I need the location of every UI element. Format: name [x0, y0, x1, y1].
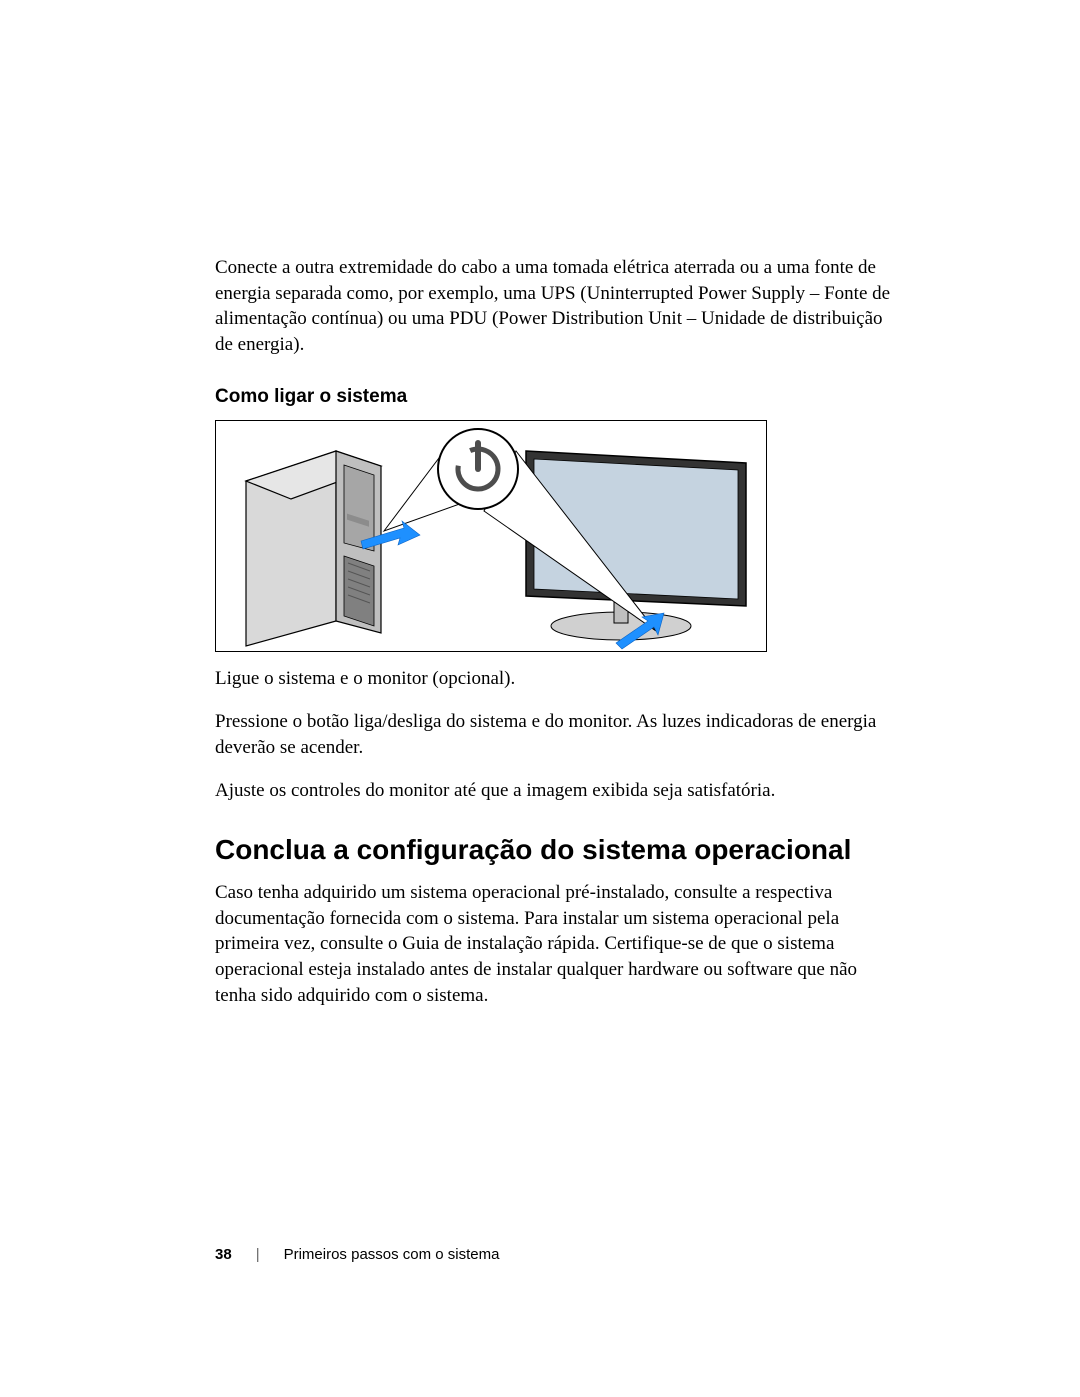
subheading-turn-on: Como ligar o sistema: [215, 386, 900, 408]
figure-svg: [216, 421, 767, 652]
heading-os-config: Conclua a configuração do sistema operac…: [215, 834, 900, 866]
intro-paragraph: Conecte a outra extremidade do cabo a um…: [215, 255, 900, 358]
page-number: 38: [215, 1246, 232, 1263]
tower-computer: [246, 451, 381, 646]
footer-separator: |: [256, 1246, 260, 1263]
final-paragraph: Caso tenha adquirido um sistema operacio…: [215, 880, 900, 1008]
after-figure-p3: Ajuste os controles do monitor até que a…: [215, 778, 900, 804]
power-icon: [438, 429, 518, 509]
footer-text: Primeiros passos com o sistema: [284, 1246, 500, 1263]
after-figure-p2: Pressione o botão liga/desliga do sistem…: [215, 709, 900, 760]
after-figure-p1: Ligue o sistema e o monitor (opcional).: [215, 666, 900, 692]
figure-power-on: [215, 420, 767, 652]
document-page: Conecte a outra extremidade do cabo a um…: [0, 0, 1080, 1397]
page-footer: 38 | Primeiros passos com o sistema: [215, 1246, 500, 1263]
